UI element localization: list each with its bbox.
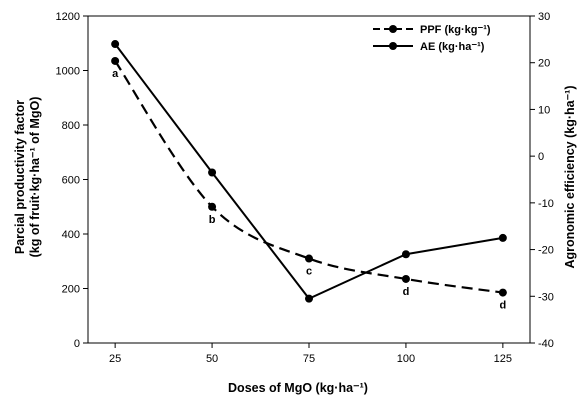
y-axis-left-label-line2: (kg of fruit·kg·ha⁻¹ of MgO) [28, 97, 42, 258]
ppf-point [208, 202, 217, 211]
ppf-point [305, 254, 313, 263]
y-right-tick-label: 10 [538, 104, 550, 116]
y-left-tick-label: 800 [62, 120, 80, 132]
x-axis-label: Doses of MgO (kg·ha⁻¹) [228, 381, 368, 395]
y-right-tick-label: -10 [538, 198, 554, 210]
y-right-tick-label: -40 [538, 338, 554, 350]
significance-labels: a b c d d [112, 68, 506, 312]
ppf-significance-label: d [499, 300, 506, 312]
series-layer [111, 40, 507, 303]
y-left-tick-label: 600 [62, 175, 80, 187]
legend-marker-ae [389, 42, 397, 50]
ae-point [498, 233, 507, 242]
right-axis-ticks: -40 -30 -20 -10 0 10 20 30 [530, 11, 554, 350]
y-right-tick-label: 30 [538, 11, 550, 23]
y-axis-left-label-line1: Parcial productivity factor [13, 100, 27, 254]
y-left-tick-label: 1000 [56, 66, 80, 78]
y-left-tick-label: 400 [62, 229, 80, 241]
ppf-point [111, 56, 120, 65]
ppf-significance-label: a [112, 68, 119, 80]
y-right-tick-label: -30 [538, 291, 554, 303]
y-right-tick-label: 20 [538, 58, 550, 70]
ppf-significance-label: d [403, 286, 410, 298]
legend-label-ae: AE (kg·ha⁻¹) [420, 41, 485, 53]
ppf-significance-label: c [306, 266, 312, 278]
ae-point [208, 168, 217, 177]
axes [87, 15, 531, 344]
ppf-series-line [114, 60, 504, 294]
y-right-tick-label: 0 [538, 151, 544, 163]
y-right-tick-label: -20 [538, 245, 554, 257]
legend: PPF (kg·kg⁻¹) AE (kg·ha⁻¹) [373, 24, 491, 53]
legend-label-ppf: PPF (kg·kg⁻¹) [420, 24, 491, 36]
y-left-tick-label: 0 [74, 338, 80, 350]
x-tick-label: 100 [397, 353, 415, 365]
y-axis-right-label: Agronomic efficiency (kg·ha⁻¹) [563, 85, 577, 268]
x-tick-label: 50 [206, 353, 218, 365]
x-tick-label: 75 [303, 353, 315, 365]
ae-point [305, 294, 313, 303]
y-left-tick-label: 1200 [56, 11, 80, 23]
ae-point [401, 250, 410, 259]
x-axis-ticks: 25 50 75 100 125 [109, 343, 512, 365]
legend-marker-ppf [389, 25, 397, 33]
ppf-point [401, 274, 410, 283]
x-tick-label: 25 [109, 353, 121, 365]
y-left-tick-label: 200 [62, 284, 80, 296]
ppf-point [498, 288, 507, 297]
left-axis-ticks: 0 200 400 600 800 1000 1200 [56, 11, 88, 350]
plot-frame [87, 15, 531, 344]
ae-point [111, 40, 120, 49]
ppf-significance-label: b [209, 214, 216, 226]
x-tick-label: 125 [494, 353, 512, 365]
